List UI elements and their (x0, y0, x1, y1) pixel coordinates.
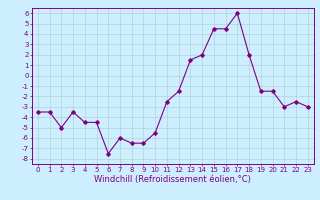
X-axis label: Windchill (Refroidissement éolien,°C): Windchill (Refroidissement éolien,°C) (94, 175, 251, 184)
